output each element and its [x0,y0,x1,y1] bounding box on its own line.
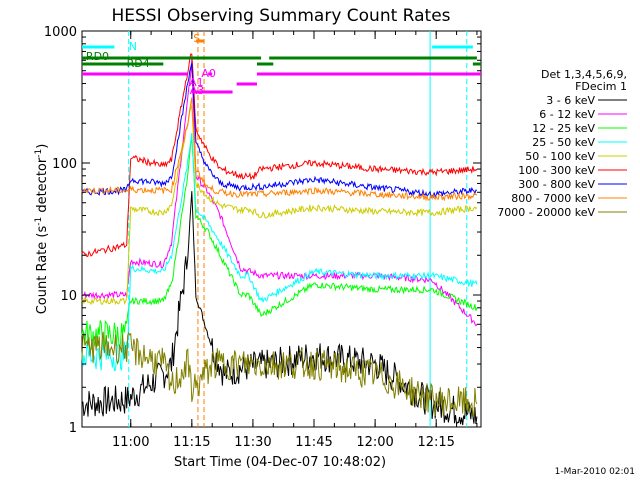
x-tick-label-1: 11:15 [173,435,210,450]
legend-label-8: 7000 - 20000 keV [497,206,595,219]
legend-label-1: 6 - 12 keV [539,108,595,121]
chart-title: HESSI Observing Summary Count Rates [111,6,450,26]
plot-frame [81,30,482,428]
legend-label-0: 3 - 6 keV [546,94,595,107]
series-group [81,31,478,427]
footer-date: 1-Mar-2010 02:01 [555,467,635,477]
x-axis-label: Start Time (04-Dec-07 10:48:02) [174,455,386,470]
legend-label-6: 300 - 800 keV [518,178,595,191]
series-line-8 [81,331,478,417]
series-line-7 [81,97,478,202]
x-tick-label-0: 11:00 [112,435,149,450]
x-tick-label-4: 12:00 [356,435,393,450]
series-line-3 [81,133,478,372]
series-line-2 [81,138,478,351]
annotation-6: A0 [201,67,216,80]
legend-label-2: 12 - 25 keV [532,122,595,135]
series-line-1 [81,59,478,327]
legend-label-5: 100 - 300 keV [518,164,595,177]
series-line-4 [81,105,478,306]
y-tick-label-1: 10 [60,289,77,304]
annotation-4: A1 [189,76,204,89]
x-tick-label-3: 11:45 [295,435,332,450]
x-tick-label-2: 11:30 [234,435,271,450]
series-line-0 [81,191,478,426]
series-line-5 [81,53,478,258]
x-tick-label-5: 12:15 [417,435,454,450]
axes-group: 11:00 11:15 11:30 11:45 12:00 12:15 1 10 100 1000 [44,25,481,450]
annotation-0: S [193,32,200,45]
annotation-2: RD0 [86,50,109,63]
legend-header-2: FDecim 1 [575,80,627,93]
annotation-1: N [129,40,137,53]
legend-label-3: 25 - 50 keV [532,136,595,149]
y-axis-label: Count Rate (s-1 detector-1) [34,144,50,315]
annotation-5: A3 [190,84,205,97]
annotation-3: RD4 [127,57,150,70]
y-tick-label-3: 1000 [44,25,77,40]
legend-label-7: 800 - 7000 keV [511,192,595,205]
series-line-6 [81,63,478,199]
legend-label-4: 50 - 100 keV [525,150,595,163]
y-tick-label-0: 1 [69,421,77,436]
y-tick-label-2: 100 [52,157,77,172]
legend-header-1: Det 1,3,4,5,6,9, [541,68,627,81]
